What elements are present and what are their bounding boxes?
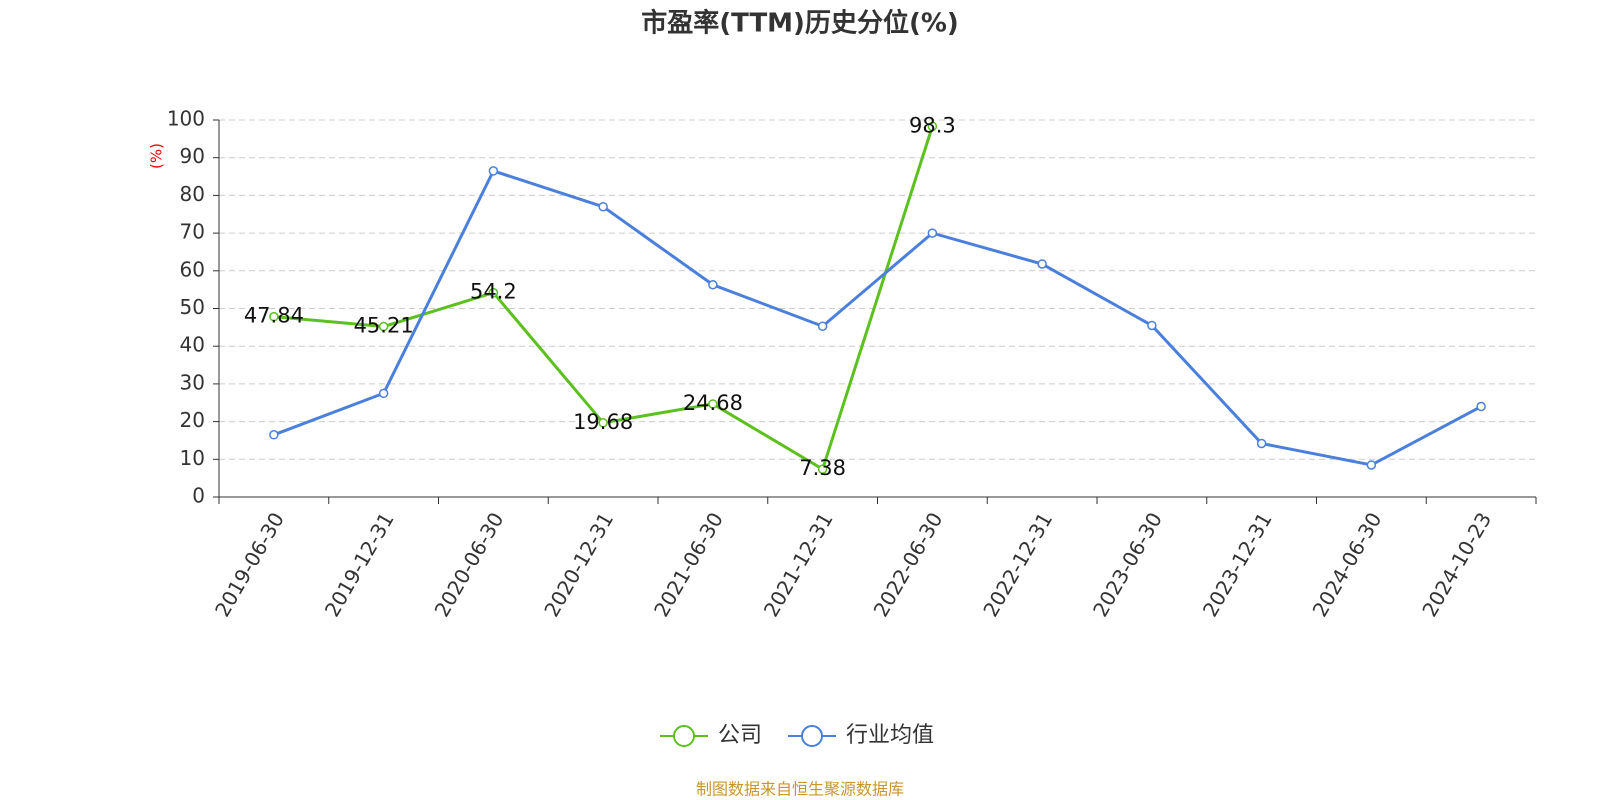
x-tick-label: 2023-06-30 bbox=[1088, 508, 1167, 621]
data-point bbox=[269, 430, 279, 440]
y-tick-label: 50 bbox=[180, 295, 205, 319]
data-point bbox=[708, 279, 718, 290]
data-point bbox=[598, 201, 608, 212]
y-tick-label: 70 bbox=[180, 220, 205, 244]
data-point bbox=[598, 418, 608, 428]
x-tick-label: 2019-12-31 bbox=[320, 508, 399, 621]
data-point bbox=[708, 399, 718, 409]
x-tick-label: 2024-10-23 bbox=[1417, 508, 1496, 621]
data-point bbox=[269, 311, 279, 322]
chart-title: 市盈率(TTM)历史分位(%) bbox=[641, 8, 959, 39]
y-axis-label: (%) bbox=[148, 143, 166, 169]
y-tick-label: 40 bbox=[180, 333, 205, 357]
y-tick-label: 60 bbox=[180, 257, 205, 281]
y-tick-label: 30 bbox=[180, 370, 205, 394]
data-point bbox=[927, 121, 938, 132]
x-tick-label: 2022-12-31 bbox=[978, 508, 1057, 621]
y-tick-label: 90 bbox=[180, 144, 205, 168]
y-tick-label: 10 bbox=[180, 446, 205, 470]
y-tick-label: 100 bbox=[167, 107, 205, 131]
data-point bbox=[488, 166, 499, 176]
data-point bbox=[1366, 460, 1377, 470]
data-point bbox=[1256, 438, 1267, 449]
legend-marker bbox=[801, 725, 824, 747]
x-tick-label: 2023-12-31 bbox=[1198, 508, 1277, 621]
data-point bbox=[817, 464, 828, 474]
data-label: 98.3 bbox=[909, 113, 956, 137]
data-label: 24.68 bbox=[683, 391, 743, 415]
legend-label: 公司 bbox=[718, 723, 762, 748]
data-label: 45.21 bbox=[354, 314, 414, 338]
data-label: 47.84 bbox=[244, 304, 304, 328]
source-note: 制图数据来自恒生聚源数据库 bbox=[696, 780, 904, 799]
legend-marker bbox=[673, 725, 695, 747]
legend-label: 行业均值 bbox=[846, 723, 934, 748]
data-point bbox=[488, 287, 499, 298]
x-tick-label: 2024-06-30 bbox=[1308, 508, 1387, 621]
x-tick-label: 2020-06-30 bbox=[430, 508, 509, 621]
data-point bbox=[1147, 320, 1157, 331]
data-label: 54.2 bbox=[470, 280, 517, 304]
data-point bbox=[927, 228, 938, 238]
data-label: 7.38 bbox=[799, 456, 846, 480]
y-tick-label: 20 bbox=[180, 408, 205, 432]
data-label: 19.68 bbox=[573, 410, 633, 434]
data-point bbox=[378, 321, 389, 332]
y-tick-label: 80 bbox=[180, 182, 205, 206]
x-tick-label: 2019-06-30 bbox=[210, 508, 289, 621]
data-point bbox=[817, 321, 828, 331]
data-point bbox=[1476, 401, 1486, 412]
data-point bbox=[378, 388, 389, 399]
y-tick-label: 0 bbox=[192, 484, 205, 508]
x-tick-label: 2021-12-31 bbox=[759, 508, 838, 621]
data-point bbox=[1037, 259, 1047, 269]
x-tick-label: 2022-06-30 bbox=[869, 508, 948, 621]
x-tick-label: 2020-12-31 bbox=[539, 508, 618, 621]
x-tick-label: 2021-06-30 bbox=[649, 508, 728, 621]
series-line bbox=[273, 169, 1482, 467]
